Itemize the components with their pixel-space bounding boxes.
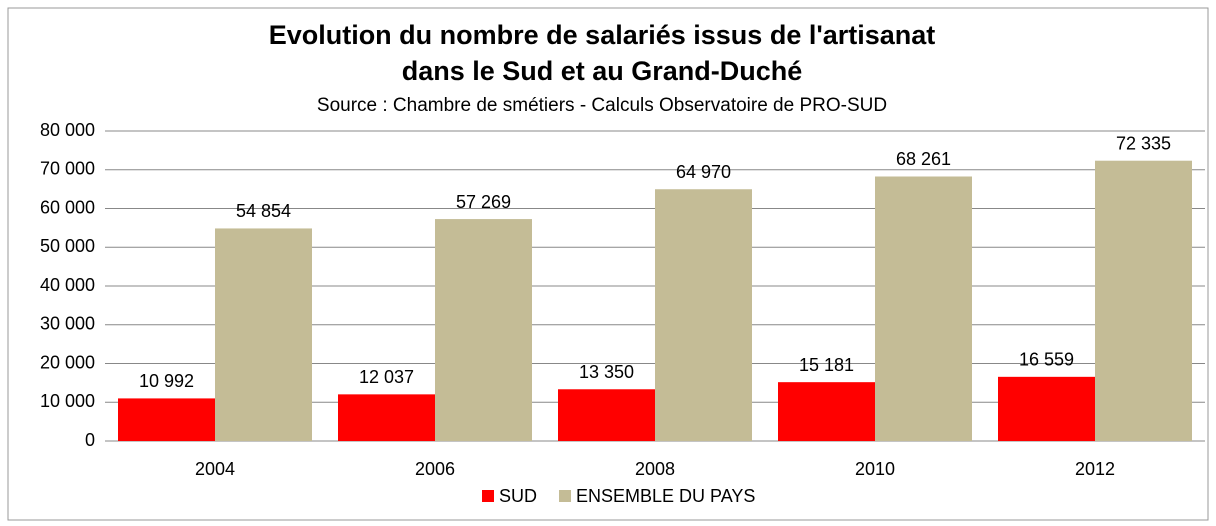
- chart-title: Evolution du nombre de salariés issus de…: [269, 20, 936, 50]
- y-tick-label: 60 000: [40, 197, 95, 217]
- bar: [875, 176, 972, 441]
- y-tick-label: 80 000: [40, 120, 95, 140]
- bar: [778, 382, 875, 441]
- x-tick-label: 2010: [855, 459, 895, 479]
- value-label: 15 181: [799, 355, 854, 375]
- bar: [558, 389, 655, 441]
- bar: [435, 219, 532, 441]
- value-label: 54 854: [236, 201, 291, 221]
- bar: [118, 398, 215, 441]
- x-tick-label: 2012: [1075, 459, 1115, 479]
- value-label: 57 269: [456, 192, 511, 212]
- value-label: 68 261: [896, 149, 951, 169]
- y-tick-label: 20 000: [40, 352, 95, 372]
- legend-label: SUD: [499, 486, 537, 506]
- chart-subtitle: Source : Chambre de smétiers - Calculs O…: [317, 95, 887, 116]
- y-tick-label: 70 000: [40, 159, 95, 179]
- y-tick-label: 0: [85, 430, 95, 450]
- value-label: 16 559: [1019, 350, 1074, 370]
- bar: [1095, 160, 1192, 441]
- value-label: 64 970: [676, 162, 731, 182]
- x-tick-label: 2006: [415, 459, 455, 479]
- bar: [998, 376, 1095, 441]
- y-tick-label: 50 000: [40, 236, 95, 256]
- legend-label: ENSEMBLE DU PAYS: [576, 486, 755, 506]
- value-label: 72 335: [1116, 133, 1171, 153]
- y-tick-label: 40 000: [40, 275, 95, 295]
- value-label: 10 992: [139, 371, 194, 391]
- value-label: 12 037: [359, 367, 414, 387]
- bar: [655, 189, 752, 441]
- chart-title: dans le Sud et au Grand-Duché: [402, 56, 803, 86]
- legend-swatch: [482, 490, 494, 502]
- legend-swatch: [559, 490, 572, 502]
- x-tick-label: 2004: [195, 459, 235, 479]
- bar: [338, 394, 435, 441]
- y-tick-label: 30 000: [40, 314, 95, 334]
- x-tick-label: 2008: [635, 459, 675, 479]
- bar: [215, 228, 312, 441]
- y-tick-label: 10 000: [40, 391, 95, 411]
- value-label: 13 350: [579, 362, 634, 382]
